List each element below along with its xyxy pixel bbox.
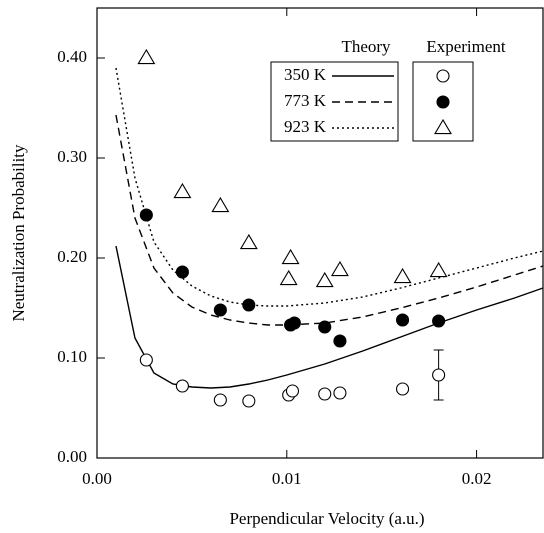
- marker: [173, 182, 192, 199]
- marker: [213, 393, 227, 407]
- marker: [285, 384, 300, 398]
- y-tick-label: 0.20: [57, 247, 87, 266]
- y-tick-label: 0.10: [57, 347, 87, 366]
- legend-label: 923 K: [284, 117, 327, 136]
- marker: [318, 387, 332, 401]
- marker: [287, 316, 301, 330]
- legend-marker: [436, 69, 450, 83]
- y-tick-label: 0.40: [57, 47, 87, 66]
- legend-label: 773 K: [284, 91, 327, 110]
- marker: [211, 196, 230, 213]
- x-tick-label: 0.02: [462, 469, 492, 488]
- marker: [333, 386, 347, 400]
- marker: [242, 298, 256, 312]
- marker: [333, 334, 347, 348]
- theory-line: [115, 67, 544, 307]
- legend-label: 350 K: [284, 65, 327, 84]
- marker: [315, 271, 334, 288]
- y-tick-label: 0.30: [57, 147, 87, 166]
- legend-header: Theory: [341, 37, 391, 56]
- marker: [318, 320, 332, 334]
- marker: [137, 48, 156, 65]
- marker: [175, 265, 189, 279]
- marker: [242, 394, 256, 408]
- marker: [429, 261, 448, 278]
- marker: [279, 269, 298, 286]
- y-axis-label: Neutralization Probability: [9, 144, 28, 322]
- marker: [396, 382, 410, 396]
- x-tick-label: 0.00: [82, 469, 112, 488]
- marker: [239, 233, 258, 250]
- marker: [281, 248, 300, 265]
- legend-header: Experiment: [426, 37, 506, 56]
- marker: [330, 260, 349, 277]
- plot-frame: [96, 7, 544, 459]
- legend-marker: [434, 118, 452, 135]
- marker: [393, 267, 412, 284]
- theory-line: [115, 114, 544, 326]
- marker: [175, 379, 189, 393]
- x-axis-label: Perpendicular Velocity (a.u.): [229, 509, 424, 528]
- x-tick-label: 0.01: [272, 469, 302, 488]
- legend-marker: [436, 95, 450, 109]
- marker: [432, 314, 446, 328]
- marker: [396, 313, 410, 327]
- marker: [432, 368, 446, 382]
- marker: [139, 353, 153, 367]
- theory-line: [115, 245, 544, 389]
- marker: [213, 303, 227, 317]
- y-tick-label: 0.00: [57, 447, 87, 466]
